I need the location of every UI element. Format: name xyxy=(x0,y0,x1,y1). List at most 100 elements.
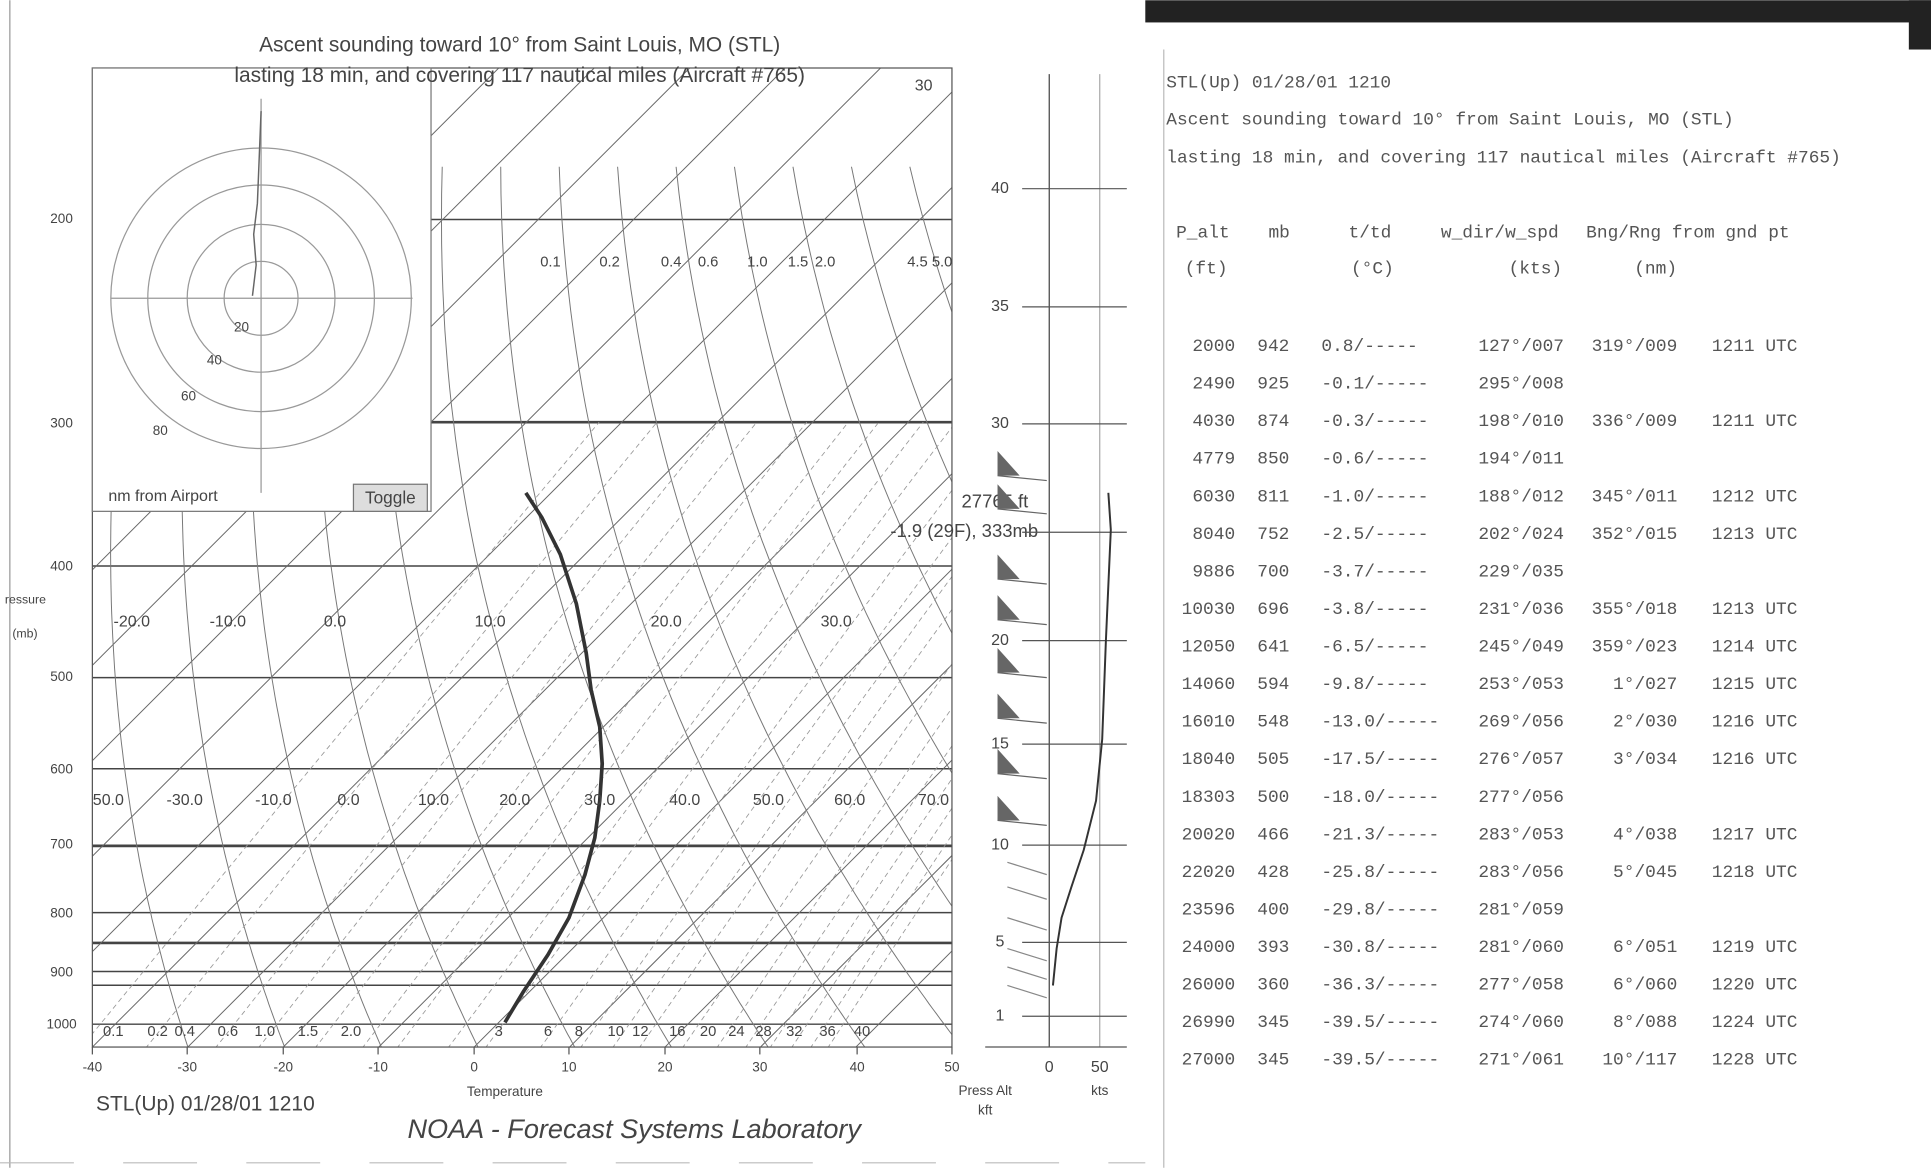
mixing-ratio-label-bottom: 40 xyxy=(854,1024,870,1040)
table-cell: 3°/034 xyxy=(1613,750,1677,770)
top-bar-end xyxy=(1908,0,1931,50)
isotherm xyxy=(569,663,952,1048)
table-cell: 18303 xyxy=(1182,788,1236,808)
dry-adiabat xyxy=(850,166,952,484)
table-cell: 1°/027 xyxy=(1613,675,1677,695)
wind-barb-staff xyxy=(997,578,1047,585)
top-bar xyxy=(1145,0,1931,23)
table-cell: 245°/049 xyxy=(1478,638,1564,658)
table-cell: 26000 xyxy=(1182,976,1236,996)
table-cell: 4030 xyxy=(1192,412,1235,432)
table-cell: 24000 xyxy=(1182,938,1236,958)
hodograph-caption: nm from Airport xyxy=(108,488,218,505)
table-cell: -39.5/----- xyxy=(1321,1013,1439,1033)
table-cell: 277°/056 xyxy=(1478,788,1564,808)
table-cell: 23596 xyxy=(1182,900,1236,920)
table-cell: 500 xyxy=(1257,788,1289,808)
table-cell: 6°/060 xyxy=(1613,976,1677,996)
table-cell: 295°/008 xyxy=(1478,375,1564,395)
table-cell: 26990 xyxy=(1182,1013,1236,1033)
table-cell: -29.8/----- xyxy=(1321,900,1439,920)
table-cell: 641 xyxy=(1257,638,1289,658)
wind-barb-staff xyxy=(997,508,1047,515)
mixing-ratio-label-bottom: 2.0 xyxy=(341,1024,362,1040)
isotherm-label: 60.0 xyxy=(834,792,865,809)
hodograph-ring-label: 40 xyxy=(207,353,222,368)
table-cell: 8040 xyxy=(1192,525,1235,545)
isotherm-label: 30.0 xyxy=(821,613,852,630)
table-cell: 2490 xyxy=(1192,375,1235,395)
table-cell: 850 xyxy=(1257,450,1289,470)
mixing-ratio-line xyxy=(716,707,952,1048)
isotherm-label: -30.0 xyxy=(166,792,203,809)
pressure-label: 700 xyxy=(50,837,73,852)
table-cell: 18040 xyxy=(1182,750,1236,770)
table-cell: 1215 UTC xyxy=(1712,675,1798,695)
mixing-ratio-label-bottom: 24 xyxy=(728,1024,744,1040)
column-header: w_dir/w_spd xyxy=(1441,224,1559,244)
mixing-ratio-label-bottom: 12 xyxy=(632,1024,648,1040)
table-cell: -1.0/----- xyxy=(1321,487,1428,507)
wind-speed-profile xyxy=(1051,492,1112,986)
table-cell: 400 xyxy=(1257,900,1289,920)
mixing-ratio-label: 2.0 xyxy=(815,254,836,270)
wind-barb-staff xyxy=(997,717,1047,724)
table-cell: 194°/011 xyxy=(1478,450,1564,470)
wind-barb-small xyxy=(1007,984,1047,999)
isotherm-label: 10.0 xyxy=(475,613,506,630)
pressure-label: 800 xyxy=(50,906,73,921)
table-cell: 1228 UTC xyxy=(1712,1051,1798,1071)
column-header: t/td xyxy=(1348,224,1391,244)
isotherm xyxy=(92,186,952,1048)
table-cell: -3.7/----- xyxy=(1321,562,1428,582)
table-header-line: STL(Up) 01/28/01 1210 xyxy=(1166,73,1391,93)
isotherm xyxy=(378,473,952,1048)
table-cell: -21.3/----- xyxy=(1321,825,1439,845)
pressure-label: 900 xyxy=(50,965,73,980)
wind-barb-small xyxy=(1007,917,1047,931)
table-cell: 359°/023 xyxy=(1592,638,1678,658)
skewt-grid xyxy=(92,67,952,1048)
table-cell: 1220 UTC xyxy=(1712,976,1798,996)
toggle-button[interactable] xyxy=(352,483,428,512)
mixing-ratio-label: 5.0 xyxy=(932,254,953,270)
table-cell: 274°/060 xyxy=(1478,1013,1564,1033)
mixing-ratio-label-bottom: 6 xyxy=(544,1024,552,1040)
altitude-tick-label: 1 xyxy=(996,1007,1005,1024)
mixing-ratio-label: 1.5 xyxy=(788,254,809,270)
table-cell: 127°/007 xyxy=(1478,337,1564,357)
table-cell: -18.0/----- xyxy=(1321,788,1439,808)
pressure-axis-label: ressure xyxy=(5,592,46,606)
dry-adiabat xyxy=(675,166,952,907)
table-cell: 2°/030 xyxy=(1613,713,1677,733)
mixing-ratio-line xyxy=(92,421,600,1035)
table-cell: 12050 xyxy=(1182,638,1236,658)
isotherm-label: 20.0 xyxy=(499,792,530,809)
wind-barb-staff xyxy=(997,475,1047,482)
isotherm-label: -10.0 xyxy=(210,613,247,630)
table-cell: 188°/012 xyxy=(1478,487,1564,507)
mixing-ratio-line xyxy=(397,421,880,1048)
wind-barb-flag xyxy=(997,554,1020,580)
mixing-ratio-label-bottom: 0.2 xyxy=(147,1024,168,1040)
mixing-ratio-label: 0.2 xyxy=(599,254,620,270)
altitude-tick-label: 35 xyxy=(991,298,1009,315)
wind-barb-flag xyxy=(997,795,1020,821)
table-cell: 281°/059 xyxy=(1478,900,1564,920)
table-cell: 1213 UTC xyxy=(1712,525,1798,545)
table-cell: 466 xyxy=(1257,825,1289,845)
footer-left: STL(Up) 01/28/01 1210 xyxy=(96,1092,315,1115)
table-cell: 393 xyxy=(1257,938,1289,958)
table-cell: 6030 xyxy=(1192,487,1235,507)
table-cell: 277°/058 xyxy=(1478,976,1564,996)
table-cell: 6°/051 xyxy=(1613,938,1677,958)
table-cell: 1216 UTC xyxy=(1712,713,1798,733)
table-cell: 281°/060 xyxy=(1478,938,1564,958)
wind-barb-flag xyxy=(997,648,1020,673)
table-header-line: lasting 18 min, and covering 117 nautica… xyxy=(1166,149,1841,169)
temp-tick-label: 40 xyxy=(850,1060,865,1075)
isotherm-label: 10.0 xyxy=(418,792,449,809)
table-cell: 0.8/----- xyxy=(1321,337,1417,357)
